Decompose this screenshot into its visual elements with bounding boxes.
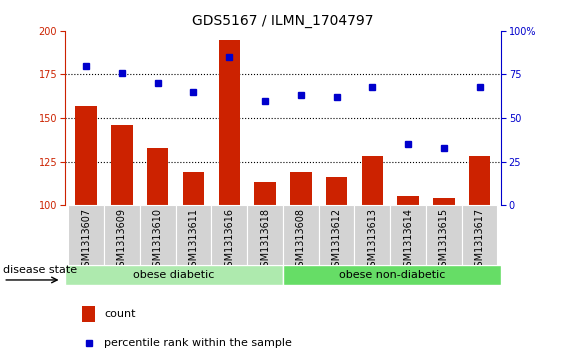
- FancyBboxPatch shape: [355, 205, 390, 265]
- Bar: [361, 156, 383, 205]
- FancyBboxPatch shape: [176, 205, 211, 265]
- Text: GSM1313614: GSM1313614: [403, 208, 413, 273]
- Text: GSM1313613: GSM1313613: [367, 208, 377, 273]
- Bar: [254, 183, 276, 205]
- Text: GSM1313608: GSM1313608: [296, 208, 306, 273]
- FancyBboxPatch shape: [319, 205, 355, 265]
- Bar: [111, 125, 133, 205]
- FancyBboxPatch shape: [211, 205, 247, 265]
- FancyBboxPatch shape: [426, 205, 462, 265]
- Bar: [469, 156, 490, 205]
- Text: obese diabetic: obese diabetic: [133, 270, 215, 280]
- FancyBboxPatch shape: [283, 205, 319, 265]
- Text: obese non-diabetic: obese non-diabetic: [339, 270, 445, 280]
- Text: disease state: disease state: [3, 265, 77, 275]
- Bar: [290, 172, 311, 205]
- Bar: [147, 148, 168, 205]
- Text: GSM1313618: GSM1313618: [260, 208, 270, 273]
- Text: GSM1313616: GSM1313616: [224, 208, 234, 273]
- Bar: [397, 196, 419, 205]
- Text: GSM1313610: GSM1313610: [153, 208, 163, 273]
- FancyBboxPatch shape: [283, 265, 501, 285]
- Text: GSM1313612: GSM1313612: [332, 208, 342, 273]
- FancyBboxPatch shape: [65, 265, 283, 285]
- Text: count: count: [104, 309, 136, 319]
- Text: GSM1313609: GSM1313609: [117, 208, 127, 273]
- Bar: [433, 198, 454, 205]
- Bar: [183, 172, 204, 205]
- Text: GSM1313617: GSM1313617: [475, 208, 485, 273]
- Text: percentile rank within the sample: percentile rank within the sample: [104, 338, 292, 348]
- Bar: [218, 40, 240, 205]
- Bar: [326, 177, 347, 205]
- Text: GSM1313615: GSM1313615: [439, 208, 449, 273]
- FancyBboxPatch shape: [390, 205, 426, 265]
- FancyBboxPatch shape: [104, 205, 140, 265]
- Text: GSM1313611: GSM1313611: [189, 208, 199, 273]
- Title: GDS5167 / ILMN_1704797: GDS5167 / ILMN_1704797: [192, 15, 374, 28]
- Bar: [75, 106, 97, 205]
- FancyBboxPatch shape: [140, 205, 176, 265]
- FancyBboxPatch shape: [247, 205, 283, 265]
- FancyBboxPatch shape: [462, 205, 498, 265]
- FancyBboxPatch shape: [68, 205, 104, 265]
- Bar: [82, 306, 95, 322]
- Text: GSM1313607: GSM1313607: [81, 208, 91, 273]
